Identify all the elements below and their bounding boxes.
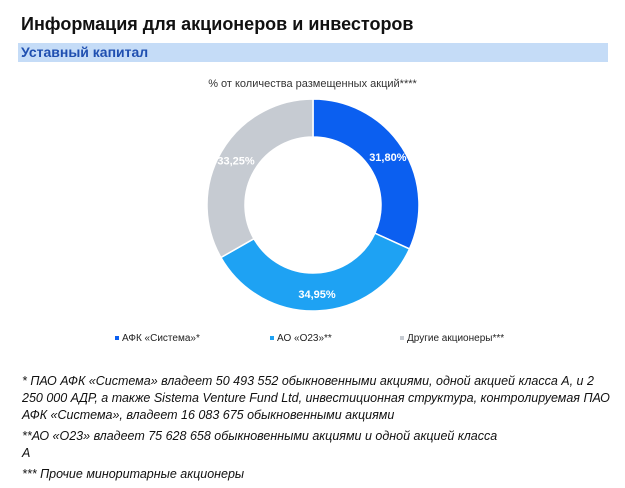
section-title: Уставный капитал <box>21 44 149 60</box>
legend-label: АФК «Система»* <box>122 333 200 344</box>
footnote-3: *** Прочие миноритарные акционеры <box>22 467 245 481</box>
chart-title: % от количества размещенных акций**** <box>208 78 417 90</box>
legend-marker <box>115 336 119 341</box>
legend-item-o23: АО «О23»** <box>270 333 332 344</box>
data-label: 31,80% <box>369 152 407 164</box>
slice-o23 <box>219 232 411 312</box>
footnote-2: **АО «О23» владеет 75 628 658 обыкновенн… <box>22 429 498 460</box>
footnote-1: * ПАО АФК «Система» владеет 50 493 552 о… <box>22 374 610 422</box>
data-label: 34,95% <box>298 289 336 301</box>
page-title: Информация для акционеров и инвесторов <box>21 14 414 34</box>
slice-others <box>206 98 314 259</box>
legend-label: АО «О23»** <box>277 333 332 344</box>
legend-label: Другие акционеры*** <box>407 333 505 344</box>
legend-item-sistema: АФК «Система»* <box>115 333 200 344</box>
data-label: 33,25% <box>217 155 255 167</box>
legend-item-others: Другие акционеры*** <box>400 333 504 344</box>
legend-marker <box>270 336 274 341</box>
section-header: Уставный капитал <box>18 43 608 62</box>
slice-sistema <box>312 98 420 250</box>
legend-marker <box>400 336 404 341</box>
